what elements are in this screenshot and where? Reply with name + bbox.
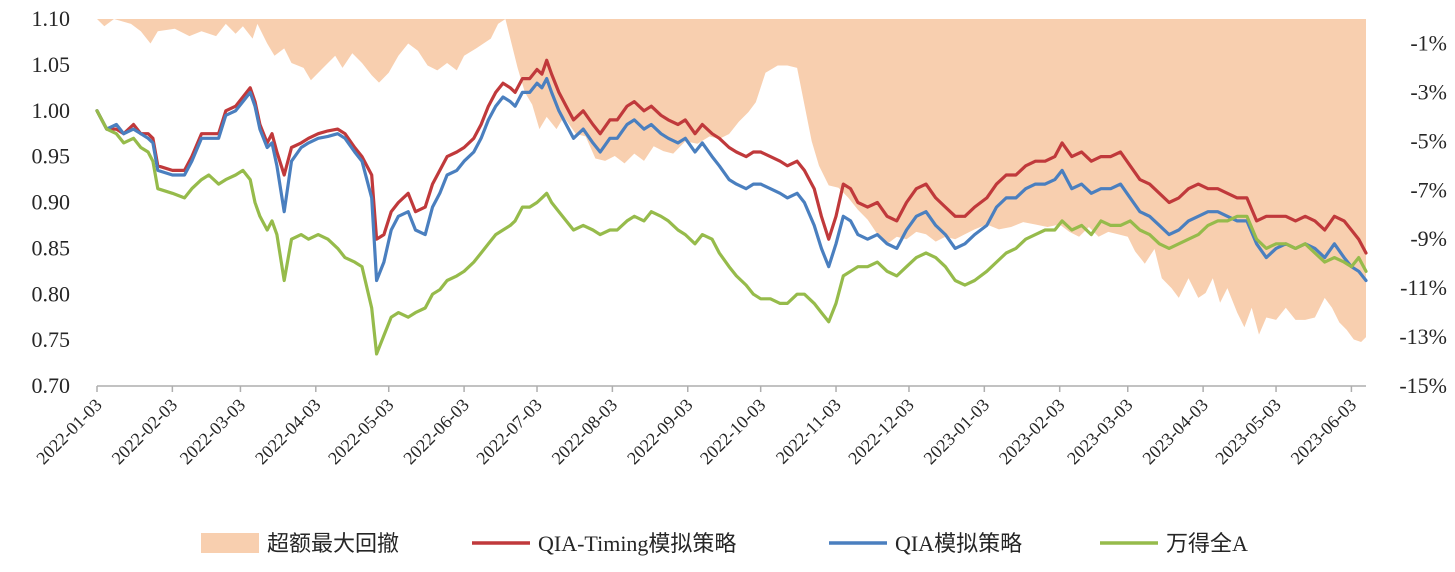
x-axis-tick-label: 2022-07-03 (472, 395, 546, 469)
left-axis-tick-label: 1.05 (32, 52, 71, 77)
left-axis-ticks: 0.70 0.75 0.80 0.85 0.90 0.95 1.00 1.05 1.10 (32, 6, 71, 398)
right-axis-tick-label: -1% (1410, 30, 1447, 55)
left-axis-tick-label: 0.70 (32, 373, 71, 398)
legend-label: QIA-Timing模拟策略 (538, 531, 736, 556)
right-axis-tick-label: -9% (1410, 226, 1447, 251)
left-axis-tick-label: 0.95 (32, 144, 71, 169)
legend: 超额最大回撤 QIA-Timing模拟策略 QIA模拟策略 万得全A (201, 531, 1248, 556)
right-axis-tick-label: -15% (1399, 373, 1447, 398)
left-axis-tick-label: 1.10 (32, 6, 71, 31)
x-axis-tick-label: 2023-02-03 (995, 395, 1069, 469)
x-axis-tick-label: 2022-12-03 (844, 395, 918, 469)
x-axis-tick-label: 2022-06-03 (399, 395, 473, 469)
x-axis-tick-label: 2023-01-03 (920, 395, 994, 469)
right-axis-ticks: -1% -3% -5% -7% -9% -11% -13% -15% (1399, 30, 1447, 398)
right-axis-tick-label: -5% (1410, 128, 1447, 153)
legend-label: QIA模拟策略 (895, 531, 1022, 556)
x-axis-tick-label: 2022-09-03 (623, 395, 697, 469)
right-axis-tick-label: -13% (1399, 324, 1447, 349)
left-axis-tick-label: 0.85 (32, 235, 71, 260)
x-axis-tick-label: 2022-04-03 (251, 395, 325, 469)
x-axis-tick-label: 2022-08-03 (548, 395, 622, 469)
x-axis-tick-label: 2023-05-03 (1211, 395, 1285, 469)
legend-label: 超额最大回撤 (267, 531, 399, 556)
right-axis-tick-label: -7% (1410, 177, 1447, 202)
x-axis-tick-label: 2023-03-03 (1063, 395, 1137, 469)
x-axis-tick-label: 2022-10-03 (696, 395, 770, 469)
right-axis-tick-label: -11% (1400, 275, 1447, 300)
x-axis-tick-label: 2022-01-03 (32, 395, 106, 469)
left-axis-tick-label: 0.90 (32, 190, 71, 215)
left-axis-tick-label: 1.00 (32, 98, 71, 123)
right-axis-tick-label: -3% (1410, 79, 1447, 104)
x-axis-tick-label: 2023-04-03 (1138, 395, 1212, 469)
x-axis-tick-label: 2023-06-03 (1287, 395, 1361, 469)
legend-swatch-drawdown (201, 533, 259, 553)
x-axis-tick-label: 2022-11-03 (772, 395, 845, 468)
x-axis-tick-label: 2022-02-03 (108, 395, 182, 469)
legend-label: 万得全A (1166, 531, 1248, 556)
x-axis-tick-label: 2022-03-03 (176, 395, 250, 469)
x-axis-tick-label: 2022-05-03 (324, 395, 398, 469)
left-axis-tick-label: 0.80 (32, 281, 71, 306)
left-axis-tick-label: 0.75 (32, 327, 71, 352)
